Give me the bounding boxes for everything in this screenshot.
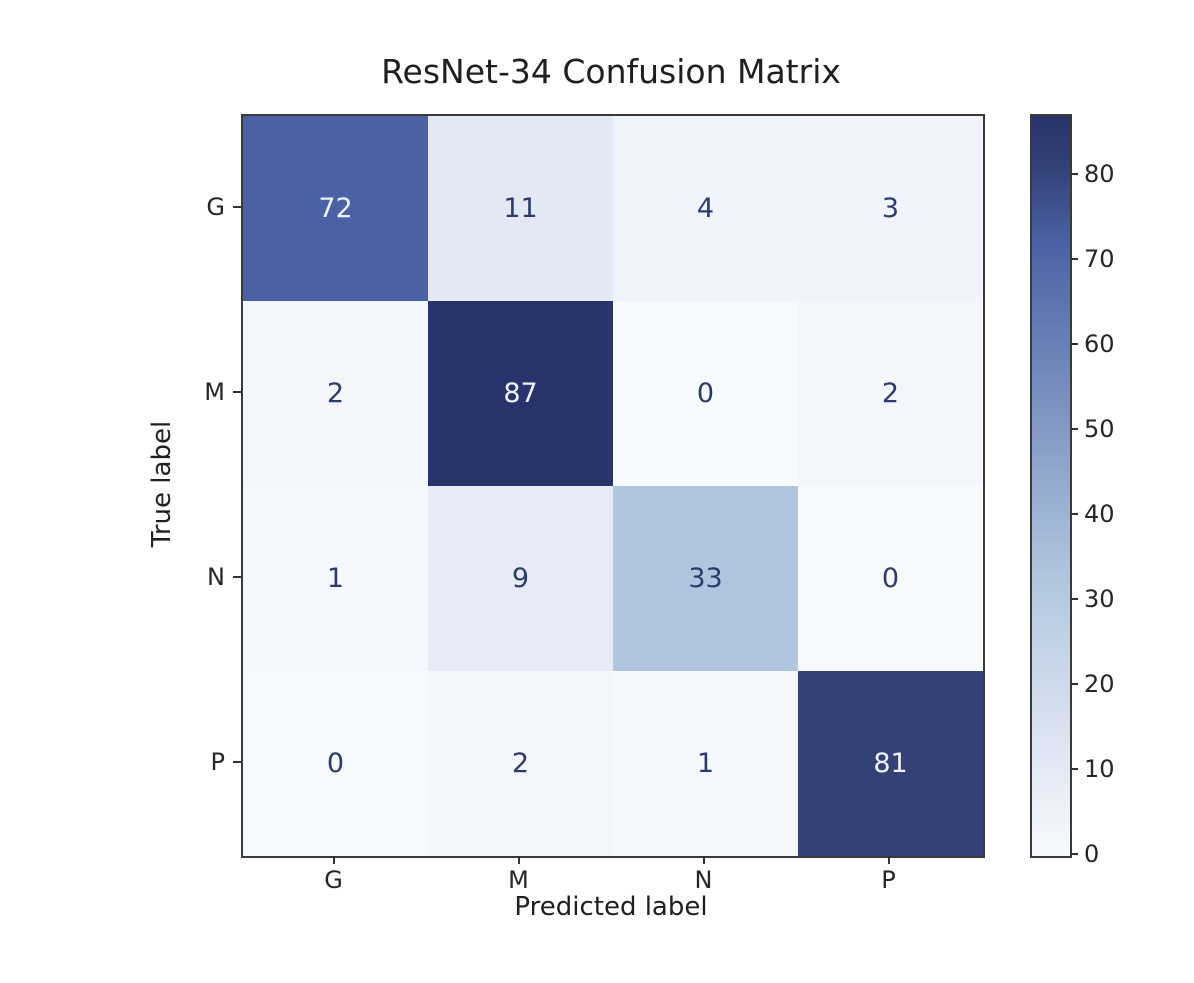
x-tick-label-N: N <box>694 866 713 894</box>
y-tick-mark <box>233 760 241 763</box>
y-tick-mark <box>233 205 241 208</box>
colorbar-tick-mark <box>1070 342 1078 345</box>
heatmap-cell-G-N: 4 <box>613 116 798 301</box>
heatmap-cell-N-G: 1 <box>243 486 428 671</box>
y-tick-label-P: P <box>210 747 225 776</box>
y-tick-mark <box>233 575 241 578</box>
heatmap-cell-P-M: 2 <box>428 671 613 856</box>
heatmap-cell-N-M: 9 <box>428 486 613 671</box>
y-axis-label: True label <box>147 420 177 548</box>
colorbar-tick-label-30: 30 <box>1084 584 1115 613</box>
heatmap-cell-M-P: 2 <box>798 301 983 486</box>
cell-value: 87 <box>503 378 538 409</box>
colorbar-tick-label-50: 50 <box>1084 414 1115 443</box>
heatmap: 72 11 4 3 2 87 0 2 1 9 33 0 0 2 1 81 <box>241 114 985 858</box>
colorbar-tick-mark <box>1070 682 1078 685</box>
x-axis-label: Predicted label <box>514 892 708 922</box>
colorbar-tick-label-80: 80 <box>1084 159 1115 188</box>
colorbar <box>1030 114 1072 858</box>
colorbar-tick-mark <box>1070 853 1078 855</box>
heatmap-cell-M-G: 2 <box>243 301 428 486</box>
colorbar-tick-mark <box>1070 767 1078 770</box>
colorbar-tick-label-0: 0 <box>1084 840 1100 868</box>
x-tick-label-P: P <box>881 866 896 894</box>
cell-value: 0 <box>881 563 900 594</box>
cell-value: 1 <box>696 748 715 779</box>
heatmap-cell-P-G: 0 <box>243 671 428 856</box>
colorbar-tick-mark <box>1070 257 1078 260</box>
heatmap-cell-G-M: 11 <box>428 116 613 301</box>
cell-value: 3 <box>881 193 900 224</box>
y-tick-label-N: N <box>207 562 225 591</box>
colorbar-tick-mark <box>1070 427 1078 430</box>
cell-value: 0 <box>326 748 345 779</box>
cell-value: 2 <box>326 378 345 409</box>
heatmap-cell-G-G: 72 <box>243 116 428 301</box>
cell-value: 72 <box>318 193 353 224</box>
x-tick-mark <box>332 856 335 864</box>
y-tick-label-M: M <box>204 377 225 406</box>
x-tick-mark <box>702 856 705 864</box>
colorbar-tick-mark <box>1070 512 1078 515</box>
x-tick-label-G: G <box>324 866 343 894</box>
colorbar-tick-mark <box>1070 172 1078 175</box>
cell-value: 9 <box>511 563 530 594</box>
colorbar-tick-label-40: 40 <box>1084 499 1115 528</box>
y-tick-label-G: G <box>206 192 225 221</box>
heatmap-cell-N-N: 33 <box>613 486 798 671</box>
x-tick-mark <box>517 856 520 864</box>
colorbar-tick-label-60: 60 <box>1084 329 1115 358</box>
x-tick-label-M: M <box>508 866 529 894</box>
colorbar-tick-label-10: 10 <box>1084 754 1115 783</box>
y-tick-mark <box>233 390 241 393</box>
cell-value: 4 <box>696 193 715 224</box>
heatmap-cell-M-N: 0 <box>613 301 798 486</box>
cell-value: 33 <box>688 563 723 594</box>
heatmap-cell-N-P: 0 <box>798 486 983 671</box>
heatmap-cell-P-P: 81 <box>798 671 983 856</box>
heatmap-cell-P-N: 1 <box>613 671 798 856</box>
chart-title: ResNet-34 Confusion Matrix <box>381 52 841 91</box>
colorbar-tick-label-70: 70 <box>1084 244 1115 273</box>
heatmap-cell-M-M: 87 <box>428 301 613 486</box>
cell-value: 1 <box>326 563 345 594</box>
cell-value: 2 <box>511 748 530 779</box>
colorbar-tick-label-20: 20 <box>1084 669 1115 698</box>
colorbar-tick-mark <box>1070 597 1078 600</box>
cell-value: 0 <box>696 378 715 409</box>
cell-value: 81 <box>873 748 908 779</box>
cell-value: 2 <box>881 378 900 409</box>
x-tick-mark <box>887 856 890 864</box>
heatmap-cell-G-P: 3 <box>798 116 983 301</box>
cell-value: 11 <box>503 193 538 224</box>
